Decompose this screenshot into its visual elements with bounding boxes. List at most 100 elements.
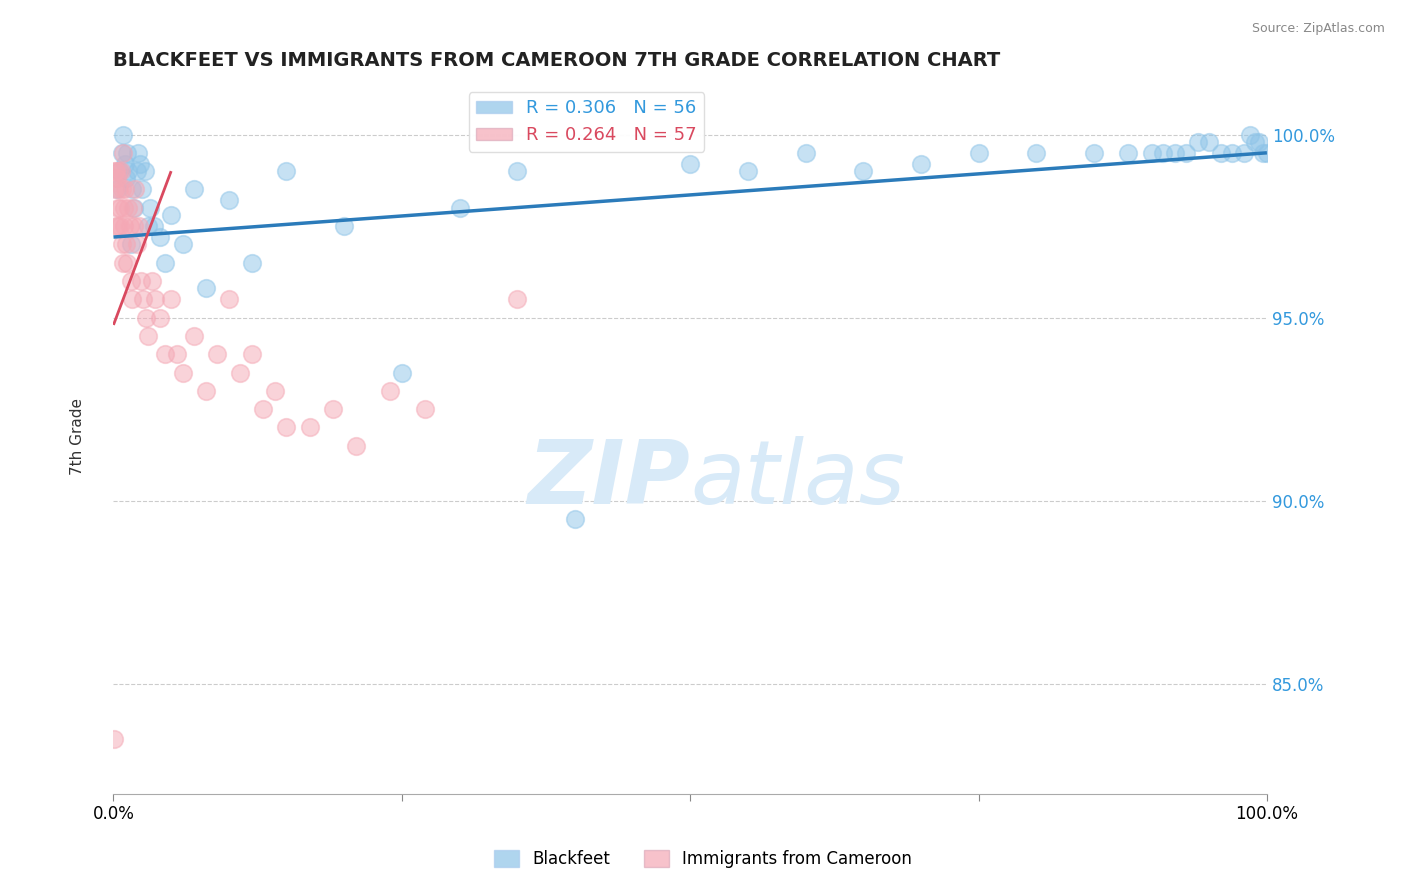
Point — [1220, 145, 1243, 160]
Point — [107, 164, 129, 178]
Point — [122, 219, 145, 233]
Point — [194, 384, 217, 398]
Point — [229, 366, 252, 380]
Point — [1152, 145, 1174, 160]
Point — [132, 293, 155, 307]
Point — [252, 402, 274, 417]
Point — [121, 182, 143, 196]
Point — [105, 171, 128, 186]
Point — [1239, 128, 1261, 142]
Point — [135, 310, 157, 325]
Point — [112, 255, 135, 269]
Y-axis label: 7th Grade: 7th Grade — [70, 398, 84, 475]
Point — [1118, 145, 1140, 160]
Point — [449, 201, 471, 215]
Point — [1198, 135, 1220, 149]
Point — [143, 293, 166, 307]
Point — [240, 255, 263, 269]
Point — [1140, 145, 1163, 160]
Point — [115, 171, 138, 186]
Point — [107, 201, 129, 215]
Text: BLACKFEET VS IMMIGRANTS FROM CAMEROON 7TH GRADE CORRELATION CHART: BLACKFEET VS IMMIGRANTS FROM CAMEROON 7T… — [114, 51, 1001, 70]
Point — [117, 145, 139, 160]
Point — [104, 164, 127, 178]
Point — [122, 201, 145, 215]
Point — [122, 201, 145, 215]
Point — [108, 182, 131, 196]
Point — [1025, 145, 1047, 160]
Point — [380, 384, 402, 398]
Point — [391, 366, 413, 380]
Point — [1175, 145, 1198, 160]
Point — [120, 274, 142, 288]
Point — [105, 164, 128, 178]
Point — [110, 182, 132, 196]
Point — [794, 145, 817, 160]
Point — [506, 293, 529, 307]
Point — [1163, 145, 1185, 160]
Point — [104, 182, 127, 196]
Point — [1256, 145, 1278, 160]
Point — [129, 274, 152, 288]
Point — [117, 255, 139, 269]
Point — [108, 201, 131, 215]
Point — [114, 219, 136, 233]
Text: Source: ZipAtlas.com: Source: ZipAtlas.com — [1251, 22, 1385, 36]
Point — [737, 164, 759, 178]
Point — [139, 201, 162, 215]
Point — [333, 219, 356, 233]
Point — [112, 201, 135, 215]
Point — [117, 164, 139, 178]
Point — [172, 366, 194, 380]
Point — [104, 219, 127, 233]
Point — [160, 293, 183, 307]
Point — [240, 347, 263, 361]
Point — [218, 293, 240, 307]
Point — [1209, 145, 1232, 160]
Point — [124, 182, 146, 196]
Point — [114, 157, 136, 171]
Point — [218, 194, 240, 208]
Point — [141, 274, 163, 288]
Point — [107, 219, 129, 233]
Point — [1233, 145, 1256, 160]
Point — [194, 281, 217, 295]
Legend: Blackfeet, Immigrants from Cameroon: Blackfeet, Immigrants from Cameroon — [488, 843, 918, 875]
Point — [111, 237, 134, 252]
Point — [1187, 135, 1209, 149]
Point — [910, 157, 932, 171]
Point — [127, 145, 149, 160]
Point — [121, 293, 143, 307]
Point — [852, 164, 875, 178]
Point — [322, 402, 344, 417]
Point — [166, 347, 188, 361]
Point — [679, 157, 702, 171]
Point — [149, 310, 172, 325]
Point — [1244, 135, 1267, 149]
Point — [183, 182, 205, 196]
Point — [142, 219, 165, 233]
Point — [967, 145, 990, 160]
Point — [111, 145, 134, 160]
Point — [207, 347, 229, 361]
Point — [344, 439, 367, 453]
Point — [115, 237, 138, 252]
Point — [160, 208, 183, 222]
Point — [131, 182, 153, 196]
Point — [172, 237, 194, 252]
Point — [506, 164, 529, 178]
Point — [108, 164, 131, 178]
Point — [103, 731, 125, 746]
Point — [413, 402, 436, 417]
Point — [136, 329, 159, 343]
Point — [120, 237, 142, 252]
Point — [276, 164, 298, 178]
Point — [129, 157, 152, 171]
Point — [111, 128, 134, 142]
Point — [125, 237, 148, 252]
Point — [276, 420, 298, 434]
Point — [155, 255, 177, 269]
Point — [117, 201, 139, 215]
Text: ZIP: ZIP — [527, 436, 690, 523]
Point — [564, 512, 586, 526]
